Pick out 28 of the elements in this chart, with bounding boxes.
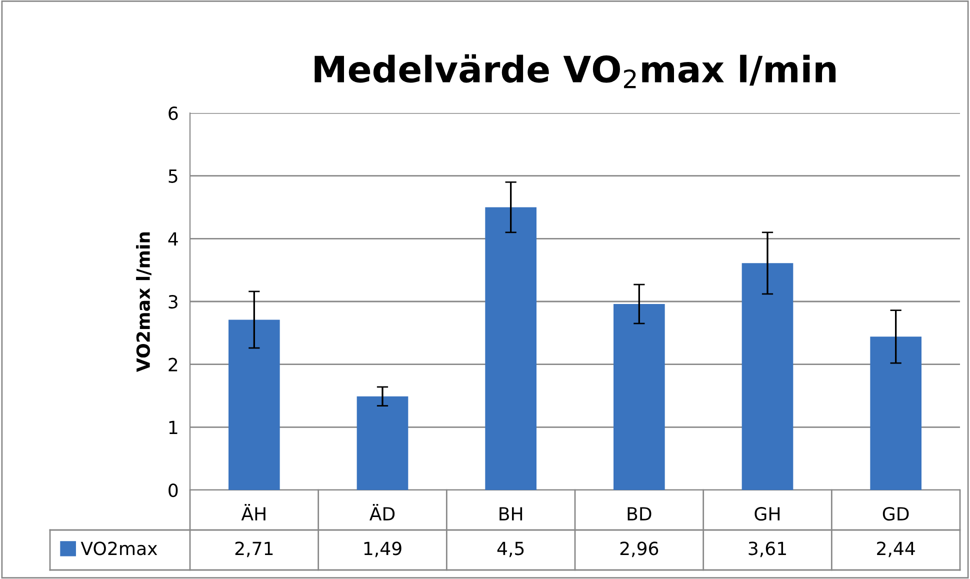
chart-title: Medelvärde VO$_{2}$max l/min — [314, 54, 836, 88]
bar — [742, 263, 794, 490]
bar — [228, 320, 280, 490]
data-label: 1,49 — [364, 542, 402, 558]
y-tick-label: 3 — [168, 294, 178, 309]
x-tick-label: BD — [628, 507, 652, 520]
bar — [485, 207, 536, 490]
legend-label: VO2max — [80, 542, 158, 556]
x-tick-label: BH — [500, 507, 522, 520]
x-tick-label: ÄD — [370, 504, 395, 520]
y-tick-label: 4 — [168, 232, 178, 246]
bar — [356, 396, 408, 490]
data-label: 3,61 — [748, 542, 786, 558]
bar — [870, 336, 922, 490]
y-tick-label: 5 — [168, 170, 178, 183]
y-tick-label: 0 — [168, 483, 178, 498]
bar — [614, 304, 665, 490]
y-tick-label: 1 — [169, 420, 178, 434]
data-label: 2,44 — [877, 542, 915, 558]
data-label: 2,71 — [235, 542, 273, 558]
data-label: 2,96 — [620, 542, 658, 558]
x-tick-label: GD — [882, 506, 909, 521]
y-tick-label: 2 — [168, 358, 178, 372]
x-tick-label: ÄH — [241, 504, 266, 520]
y-axis-title: VO2max l/min — [136, 232, 152, 372]
data-label: 4,5 — [497, 542, 524, 558]
x-tick-label: GH — [754, 506, 780, 521]
y-tick-label: 6 — [168, 106, 178, 120]
